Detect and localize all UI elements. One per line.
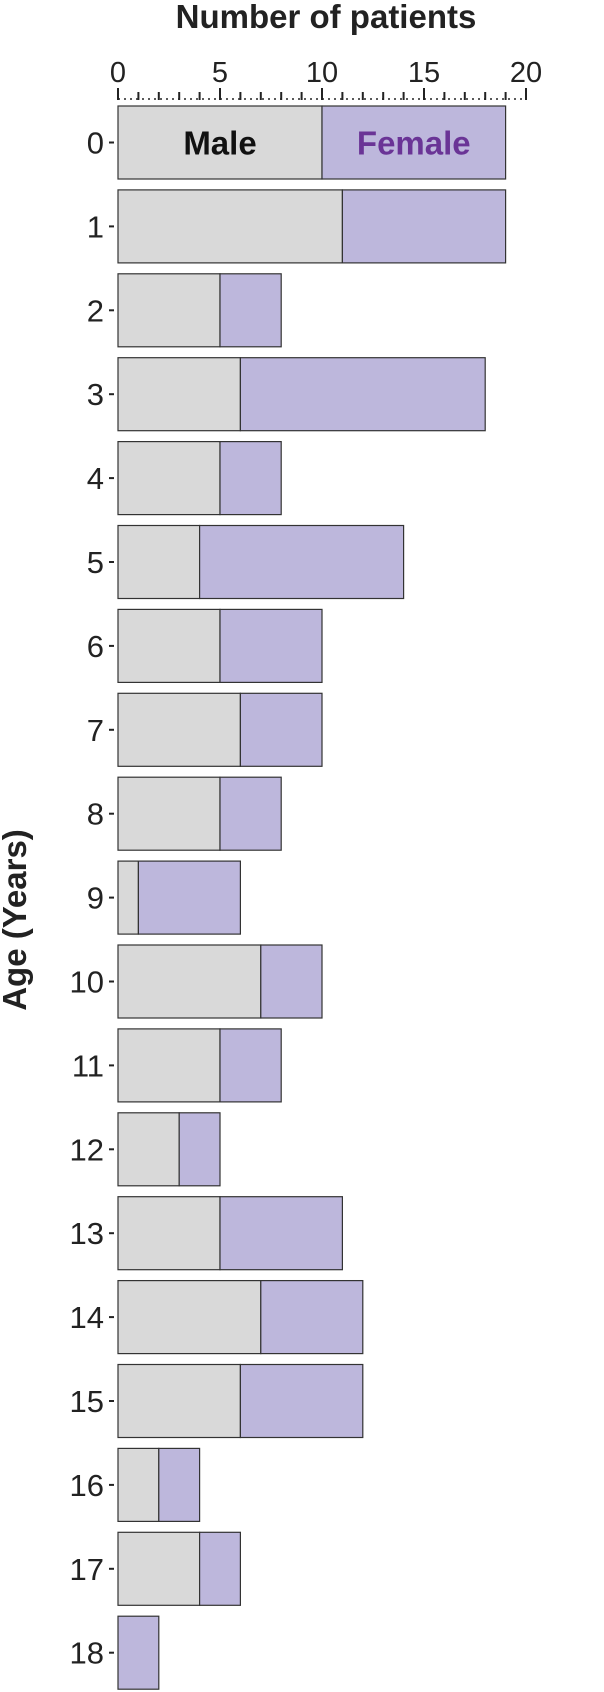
bar-male-age-0 (117, 105, 323, 180)
y-tick-label: 13 (70, 1216, 104, 1251)
y-tick-label: 15 (70, 1384, 104, 1419)
bar-male-age-8 (117, 776, 221, 851)
y-tick-label: 11 (72, 1048, 104, 1083)
y-tick-label: 4 (87, 461, 104, 496)
bar-male-age-17 (117, 1531, 201, 1606)
y-tick-label: 17 (70, 1552, 104, 1587)
y-tick-label: 2 (87, 293, 104, 328)
bar-female-age-6 (219, 608, 323, 684)
y-tick-label: 14 (70, 1300, 104, 1335)
bar-female-age-0 (321, 105, 507, 180)
bar-male-age-9 (117, 860, 139, 935)
bar-female-age-10 (260, 944, 323, 1019)
bar-male-age-13 (117, 1196, 221, 1271)
bar-male-age-4 (117, 441, 221, 516)
bar-female-age-1 (341, 189, 507, 264)
y-tick-label: 3 (87, 377, 104, 412)
y-tick-label: 8 (87, 797, 104, 832)
y-axis-title: Age (Years) (0, 829, 33, 1011)
bar-male-age-6 (117, 608, 221, 684)
bar-male-age-5 (117, 524, 201, 600)
bar-female-age-14 (260, 1279, 364, 1355)
series-label-male: Male (183, 125, 256, 162)
bar-male-age-2 (117, 273, 221, 348)
y-tick-label: 5 (87, 545, 104, 580)
bar-female-age-11 (219, 1028, 282, 1103)
x-axis-title: Number of patients (176, 0, 477, 35)
bar-female-age-5 (199, 524, 405, 600)
x-axis-ticks: 0 5 10 15 20 (110, 57, 542, 100)
y-tick-label: 7 (87, 713, 104, 748)
x-tick-label: 15 (408, 57, 440, 89)
bar-male-age-14 (117, 1279, 262, 1355)
y-tick-label: 1 (87, 209, 104, 244)
y-tick-label: 0 (87, 126, 104, 161)
bar-male-age-10 (117, 944, 262, 1019)
y-tick-label: 16 (70, 1468, 104, 1503)
series-labels: Male Female (183, 125, 470, 162)
y-tick-label: 10 (70, 965, 104, 1000)
bar-male-age-1 (117, 189, 343, 264)
y-tick-label: 9 (87, 881, 104, 916)
bar-group (117, 105, 507, 1690)
bar-female-age-13 (219, 1196, 344, 1271)
x-tick-label: 5 (212, 57, 228, 89)
bar-male-age-12 (117, 1112, 180, 1187)
bar-female-age-16 (158, 1447, 201, 1523)
y-tick-label: 12 (70, 1132, 104, 1167)
y-tick-label: 6 (87, 629, 104, 664)
bar-female-age-12 (178, 1112, 221, 1187)
bar-male-age-16 (117, 1447, 160, 1523)
x-tick-label: 0 (110, 57, 126, 89)
bar-female-age-4 (219, 441, 282, 516)
bar-male-age-11 (117, 1028, 221, 1103)
bar-female-age-3 (239, 357, 486, 432)
x-tick-label: 10 (306, 57, 338, 89)
y-tick-label: 18 (70, 1636, 104, 1671)
bar-female-age-17 (199, 1531, 242, 1606)
bar-male-age-15 (117, 1363, 242, 1439)
series-label-female: Female (357, 125, 471, 162)
bar-female-age-15 (239, 1363, 364, 1439)
bar-female-age-7 (239, 692, 323, 767)
bar-male-age-7 (117, 692, 242, 767)
bar-female-age-9 (137, 860, 241, 935)
bar-female-age-18 (117, 1615, 160, 1690)
bar-female-age-2 (219, 273, 282, 348)
bar-female-age-8 (219, 776, 282, 851)
x-tick-label: 20 (510, 57, 542, 89)
bar-male-age-3 (117, 357, 242, 432)
